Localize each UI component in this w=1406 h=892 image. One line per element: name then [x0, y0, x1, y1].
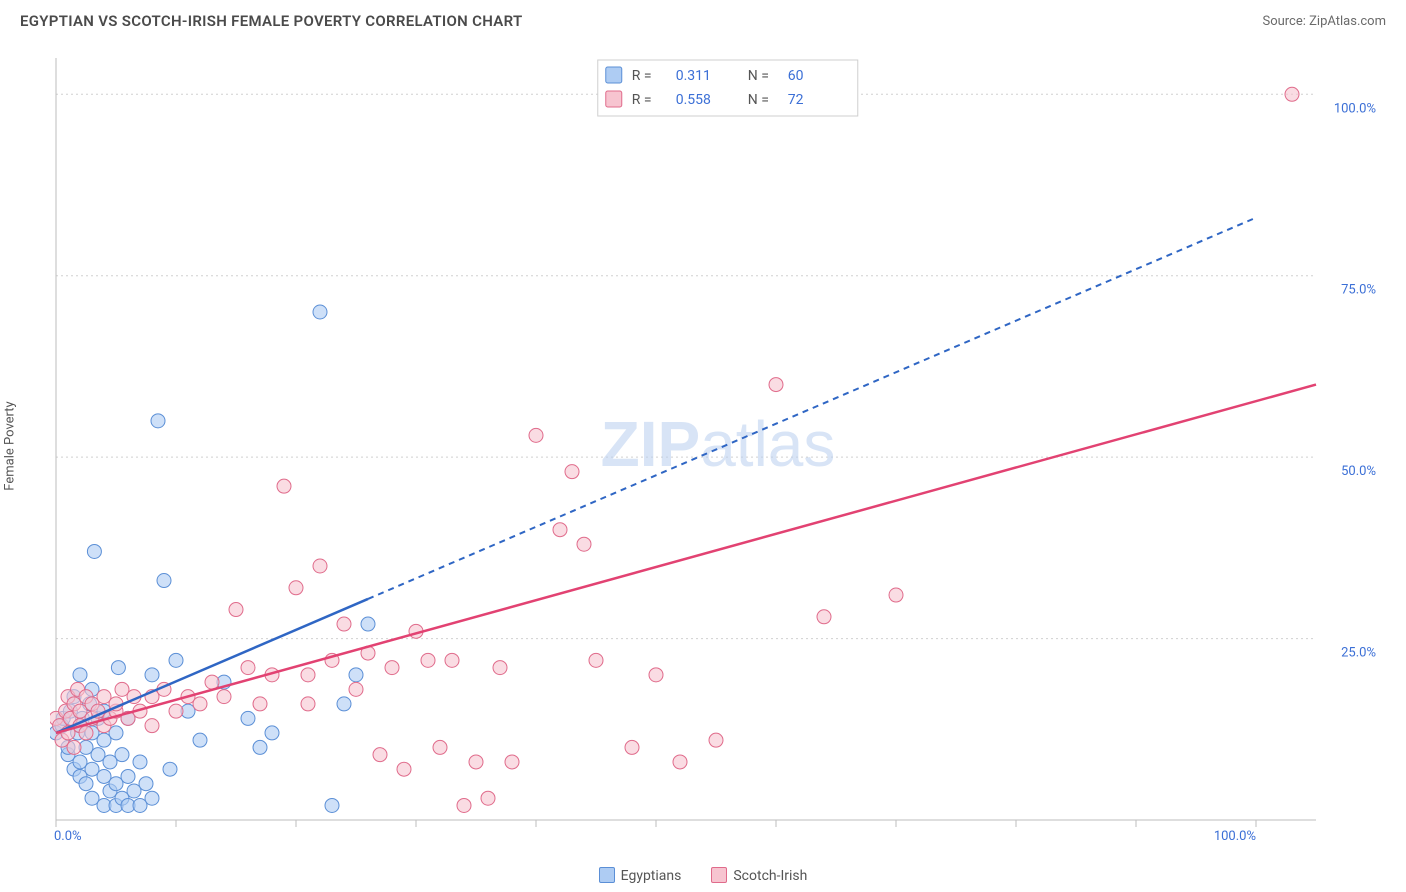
data-point [1285, 87, 1299, 101]
data-point [577, 537, 591, 551]
header: EGYPTIAN VS SCOTCH-IRISH FEMALE POVERTY … [0, 0, 1406, 38]
data-point [241, 711, 255, 725]
data-point [481, 791, 495, 805]
stat-r-value: 0.311 [676, 68, 711, 84]
data-point [649, 668, 663, 682]
data-point [301, 697, 315, 711]
scatter-plot-svg: 100.0% 75.0% 50.0% 25.0% 0.0% 100.0% ZIPatlas R… [50, 48, 1386, 844]
data-point [193, 697, 207, 711]
data-point [529, 428, 543, 442]
data-point [229, 603, 243, 617]
data-point [133, 755, 147, 769]
legend-item: Egyptians [599, 867, 682, 884]
x-right-label: 100.0% [1214, 829, 1256, 844]
stat-n-value: 72 [788, 92, 804, 108]
data-point [397, 762, 411, 776]
chart-title: EGYPTIAN VS SCOTCH-IRISH FEMALE POVERTY … [20, 12, 522, 30]
data-point [265, 726, 279, 740]
data-point [553, 523, 567, 537]
data-point [325, 798, 339, 812]
data-point [169, 704, 183, 718]
data-point [421, 653, 435, 667]
legend-label: Egyptians [621, 868, 682, 884]
data-point [361, 617, 375, 631]
y-tick-label: 50.0% [1341, 464, 1376, 479]
data-point [469, 755, 483, 769]
data-point [289, 581, 303, 595]
data-point [493, 661, 507, 675]
watermark: ZIPatlas [601, 408, 836, 480]
chart-area: 100.0% 75.0% 50.0% 25.0% 0.0% 100.0% ZIPatlas R… [50, 48, 1386, 844]
data-point [769, 378, 783, 392]
data-point [457, 798, 471, 812]
data-point [673, 755, 687, 769]
data-point [565, 465, 579, 479]
stat-r-label: R = [632, 68, 652, 84]
legend-label: Scotch-Irish [733, 868, 807, 884]
data-point [625, 740, 639, 754]
data-point [205, 675, 219, 689]
data-point [79, 777, 93, 791]
legend-swatch [606, 91, 622, 107]
data-point [111, 661, 125, 675]
data-point [505, 755, 519, 769]
data-point [349, 668, 363, 682]
data-point [241, 661, 255, 675]
data-point [313, 559, 327, 573]
legend-item: Scotch-Irish [711, 867, 807, 884]
data-point [145, 668, 159, 682]
data-point [433, 740, 447, 754]
source-label: Source: ZipAtlas.com [1262, 14, 1386, 29]
series-egyptians [50, 305, 375, 812]
y-tick-label: 25.0% [1341, 646, 1376, 661]
data-point [163, 762, 177, 776]
data-point [817, 610, 831, 624]
stat-n-label: N = [748, 68, 769, 84]
data-point [373, 748, 387, 762]
data-point [139, 777, 153, 791]
data-point [589, 653, 603, 667]
data-point [87, 544, 101, 558]
data-point [889, 588, 903, 602]
y-axis-label: Female Poverty [3, 401, 18, 490]
data-point [193, 733, 207, 747]
data-point [79, 726, 93, 740]
data-point [73, 668, 87, 682]
data-point [121, 769, 135, 783]
data-point [253, 740, 267, 754]
stat-n-value: 60 [788, 68, 804, 84]
data-point [445, 653, 459, 667]
legend-swatch [711, 867, 727, 883]
trend-line [56, 599, 368, 733]
data-point [145, 719, 159, 733]
data-point [217, 690, 231, 704]
stat-n-label: N = [748, 92, 769, 108]
data-point [709, 733, 723, 747]
data-point [385, 661, 399, 675]
data-point [67, 740, 81, 754]
data-point [157, 574, 171, 588]
data-point [277, 479, 291, 493]
data-point [151, 414, 165, 428]
data-point [301, 668, 315, 682]
stat-r-value: 0.558 [676, 92, 711, 108]
data-point [349, 682, 363, 696]
data-point [115, 748, 129, 762]
data-point [337, 697, 351, 711]
data-point [145, 791, 159, 805]
trend-line-dashed [368, 218, 1256, 599]
data-point [253, 697, 267, 711]
stat-r-label: R = [632, 92, 652, 108]
data-point [313, 305, 327, 319]
data-point [169, 653, 183, 667]
series-legend: Egyptians Scotch-Irish [0, 867, 1406, 884]
legend-swatch [606, 67, 622, 83]
y-tick-label: 75.0% [1341, 283, 1376, 298]
x-left-label: 0.0% [54, 829, 82, 844]
y-tick-label: 100.0% [1334, 101, 1376, 116]
legend-swatch [599, 867, 615, 883]
data-point [337, 617, 351, 631]
